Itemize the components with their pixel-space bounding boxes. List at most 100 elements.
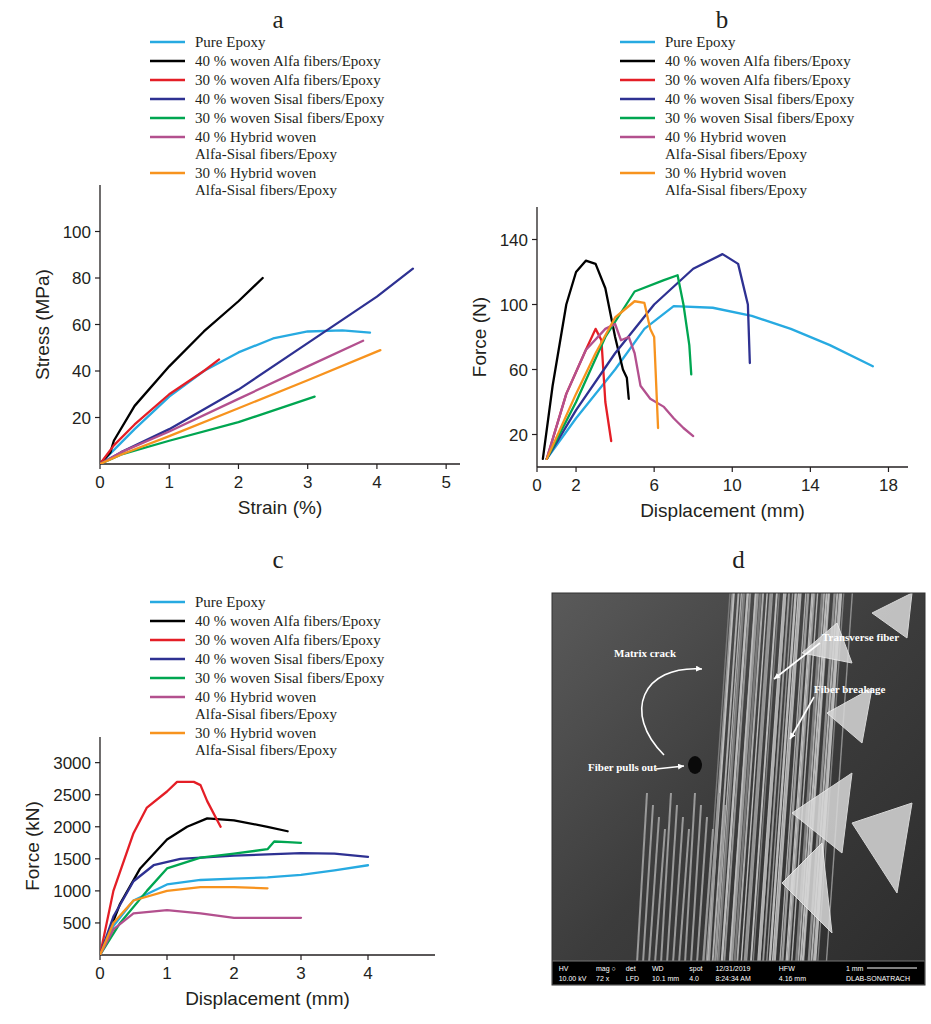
x-tick (300, 955, 301, 960)
series-line (100, 853, 368, 955)
y-axis-line (536, 207, 537, 467)
y-tick-label: 60 (509, 361, 528, 380)
y-tick-label: 500 (63, 914, 91, 933)
legend-swatch (620, 117, 655, 120)
series-line (100, 330, 370, 464)
legend-label: 40 % woven Sisal fibers/Epoxy (665, 91, 855, 107)
y-tick-label: 80 (72, 269, 91, 288)
legend-swatch (620, 98, 655, 101)
fiber-strand (767, 593, 793, 963)
x-tick (888, 467, 889, 472)
x-tick (99, 955, 100, 960)
x-tick-label: 14 (801, 476, 820, 495)
panel-letter: b (716, 6, 729, 33)
x-tick (732, 467, 733, 472)
y-tick (95, 794, 100, 795)
legend-line: Alfa-Sisal fibers/Epoxy (665, 146, 808, 162)
figure: a01234520406080100Strain (%)Stress (MPa)… (0, 0, 931, 1024)
legend-label: 30 % woven Sisal fibers/Epoxy (195, 110, 385, 126)
info-value: 8:24:34 AM (715, 975, 751, 982)
legend-label: 40 % woven Alfa fibers/Epoxy (195, 53, 381, 69)
legend-label: 40 % woven Sisal fibers/Epoxy (195, 91, 385, 107)
x-tick (376, 464, 377, 469)
legend-swatch (150, 696, 185, 699)
y-tick (532, 369, 537, 370)
scale-bar (867, 968, 917, 969)
legend-label: 30 % woven Sisal fibers/Epoxy (195, 670, 385, 686)
x-tick (810, 467, 811, 472)
info-value: 4.16 mm (779, 975, 806, 982)
fiber-fragment (827, 688, 872, 743)
legend-swatch (620, 79, 655, 82)
x-tick-label: 3 (296, 964, 305, 983)
y-tick (95, 890, 100, 891)
y-tick (95, 417, 100, 418)
legend-swatch (150, 136, 185, 139)
series-line (100, 842, 301, 955)
legend-swatch (150, 639, 185, 642)
legend-swatch (620, 41, 655, 44)
y-tick (95, 277, 100, 278)
info-value: 10.1 mm (652, 975, 679, 982)
legend-swatch (150, 677, 185, 680)
legend-line: 30 % Hybrid woven (195, 725, 317, 741)
y-tick (95, 922, 100, 923)
legend-swatch (150, 620, 185, 623)
series-line (100, 782, 221, 955)
y-tick-label: 20 (509, 426, 528, 445)
y-axis-title: Stress (MPa) (32, 269, 53, 380)
legend-line: 40 % Hybrid woven (665, 129, 787, 145)
x-axis-line (100, 954, 435, 955)
y-tick-label: 100 (63, 223, 91, 242)
legend-swatch (150, 98, 185, 101)
x-tick (166, 955, 167, 960)
info-label: 12/31/2019 (715, 965, 750, 972)
y-tick-label: 1000 (53, 882, 91, 901)
legend-label: 30 % woven Alfa fibers/Epoxy (195, 72, 381, 88)
legend-label: 30 % woven Alfa fibers/Epoxy (665, 72, 851, 88)
legend: Pure Epoxy40 % woven Alfa fibers/Epoxy30… (150, 34, 385, 198)
fiber-fragment (782, 843, 832, 933)
legend: Pure Epoxy40 % woven Alfa fibers/Epoxy30… (150, 594, 385, 758)
legend-line: 30 % Hybrid woven (195, 165, 317, 181)
annotation-arrow (642, 669, 702, 755)
legend-swatch (150, 117, 185, 120)
x-tick (238, 464, 239, 469)
legend-label: Pure Epoxy (195, 594, 266, 610)
legend-label: 40 % Hybrid wovenAlfa-Sisal fibers/Epoxy (195, 689, 338, 722)
fiber-strand (730, 593, 756, 963)
annotation-arrow (656, 766, 684, 769)
series-group (543, 254, 873, 459)
legend-label: 30 % Hybrid wovenAlfa-Sisal fibers/Epoxy (665, 165, 808, 198)
pull-out-hole (688, 756, 702, 774)
series-line (100, 818, 288, 955)
x-tick (575, 467, 576, 472)
legend-swatch (150, 172, 185, 175)
legend-swatch (150, 732, 185, 735)
x-tick-label: 2 (571, 476, 580, 495)
broken-fiber (703, 829, 713, 963)
legend-swatch (150, 79, 185, 82)
broken-fiber (679, 829, 689, 963)
series-group (100, 269, 413, 464)
annotation-label: Transverse fiber (822, 631, 899, 643)
legend-swatch (620, 60, 655, 63)
legend-label: 30 % woven Sisal fibers/Epoxy (665, 110, 855, 126)
image-border (552, 593, 925, 985)
y-tick (95, 231, 100, 232)
x-tick (536, 467, 537, 472)
info-label: spot (689, 965, 702, 973)
panel-letter: d (732, 546, 745, 573)
legend-label: 30 % Hybrid wovenAlfa-Sisal fibers/Epoxy (195, 725, 338, 758)
chart-panel: c0123450010001500200025003000Displacemen… (22, 546, 435, 1009)
x-axis-title: Displacement (mm) (185, 988, 350, 1009)
annotation-arrow (790, 697, 814, 739)
x-tick-label: 18 (879, 476, 898, 495)
x-tick-label: 2 (229, 964, 238, 983)
y-tick (95, 324, 100, 325)
fiber-fragment (802, 623, 852, 663)
series-line (100, 910, 301, 955)
x-tick (307, 464, 308, 469)
legend-label: Pure Epoxy (665, 34, 736, 50)
legend-swatch (620, 136, 655, 139)
